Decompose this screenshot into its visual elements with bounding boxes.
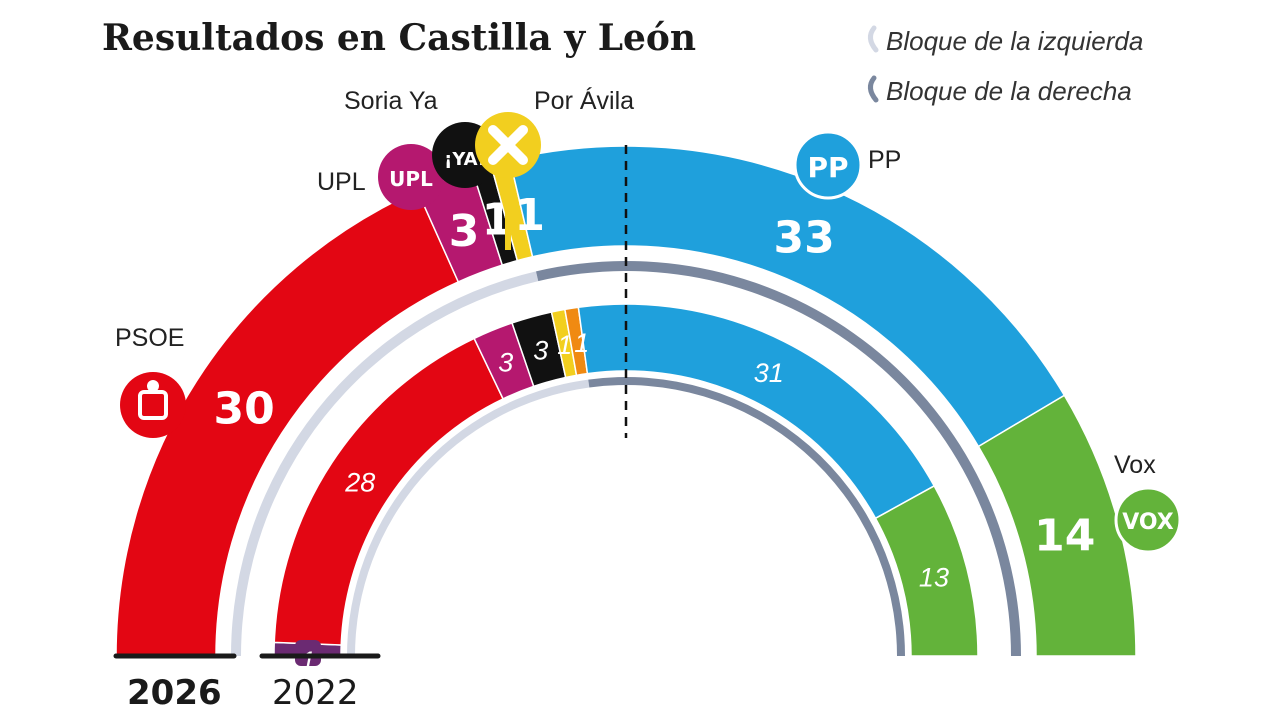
svg-text:PP: PP — [807, 151, 848, 184]
party-label-pp: PP — [868, 146, 901, 174]
seat-label-2022-cs: 1 — [574, 328, 589, 358]
party-label-vox: Vox — [1114, 451, 1156, 479]
party-label-por-avila: Por Ávila — [534, 86, 634, 115]
party-label-soria-ya: Soria Ya — [344, 87, 438, 115]
seat-segment-2022-vox — [874, 484, 979, 657]
baselines: 2026 2022 — [113, 653, 381, 713]
seat-label-2022-por-avila: 1 — [557, 330, 572, 360]
legend: Bloque de la izquierda Bloque de la dere… — [868, 25, 1143, 106]
seat-label-2026-por-avila: 1 — [514, 190, 545, 241]
podemos-label-badge — [295, 640, 321, 666]
party-labels: PSOE UPL Soria Ya Por Ávila PP Vox — [115, 86, 1156, 479]
seat-label-2022-psoe: 28 — [344, 467, 375, 497]
pp-logo-icon: PP — [793, 130, 863, 200]
legend-label-izquierda: Bloque de la izquierda — [886, 26, 1143, 56]
upl-logo-icon: UPL — [378, 144, 444, 210]
seat-label-2026-upl: 3 — [449, 206, 480, 257]
svg-text:UPL: UPL — [389, 167, 433, 191]
chart-title: Resultados en Castilla y León — [102, 17, 696, 59]
year-label-2022: 2022 — [272, 673, 359, 713]
seat-label-2022-upl: 3 — [498, 348, 513, 378]
seat-label-2022-soria-ya: 3 — [533, 336, 548, 366]
bloc-arc-2022-izquierda — [347, 379, 590, 656]
svg-text:VOX: VOX — [1122, 510, 1174, 535]
svg-text:¡YA!: ¡YA! — [444, 149, 486, 170]
psoe-logo-icon — [120, 372, 186, 438]
party-label-upl: UPL — [317, 168, 366, 196]
vox-logo-icon: VOX — [1114, 486, 1182, 554]
year-label-2026: 2026 — [127, 673, 222, 713]
legend-swatch-izquierda — [868, 25, 879, 53]
seat-label-2026-vox: 14 — [1034, 510, 1095, 561]
legend-swatch-derecha — [868, 75, 879, 103]
seat-label-2026-pp: 33 — [774, 212, 835, 263]
legend-label-derecha: Bloque de la derecha — [886, 76, 1132, 106]
seat-segment-2026-vox — [977, 394, 1137, 657]
seat-label-2022-vox: 13 — [919, 563, 949, 593]
seat-label-2022-pp: 31 — [754, 358, 784, 388]
bloc-arc-2026-izquierda — [231, 271, 539, 656]
seat-label-2026-psoe: 30 — [213, 384, 274, 435]
por-avila-logo-icon — [475, 112, 541, 250]
party-logos: UPL ¡YA! PP VOX — [120, 112, 1182, 554]
party-label-psoe: PSOE — [115, 324, 184, 352]
seat-label-2022-podemos: 1 — [300, 646, 315, 676]
